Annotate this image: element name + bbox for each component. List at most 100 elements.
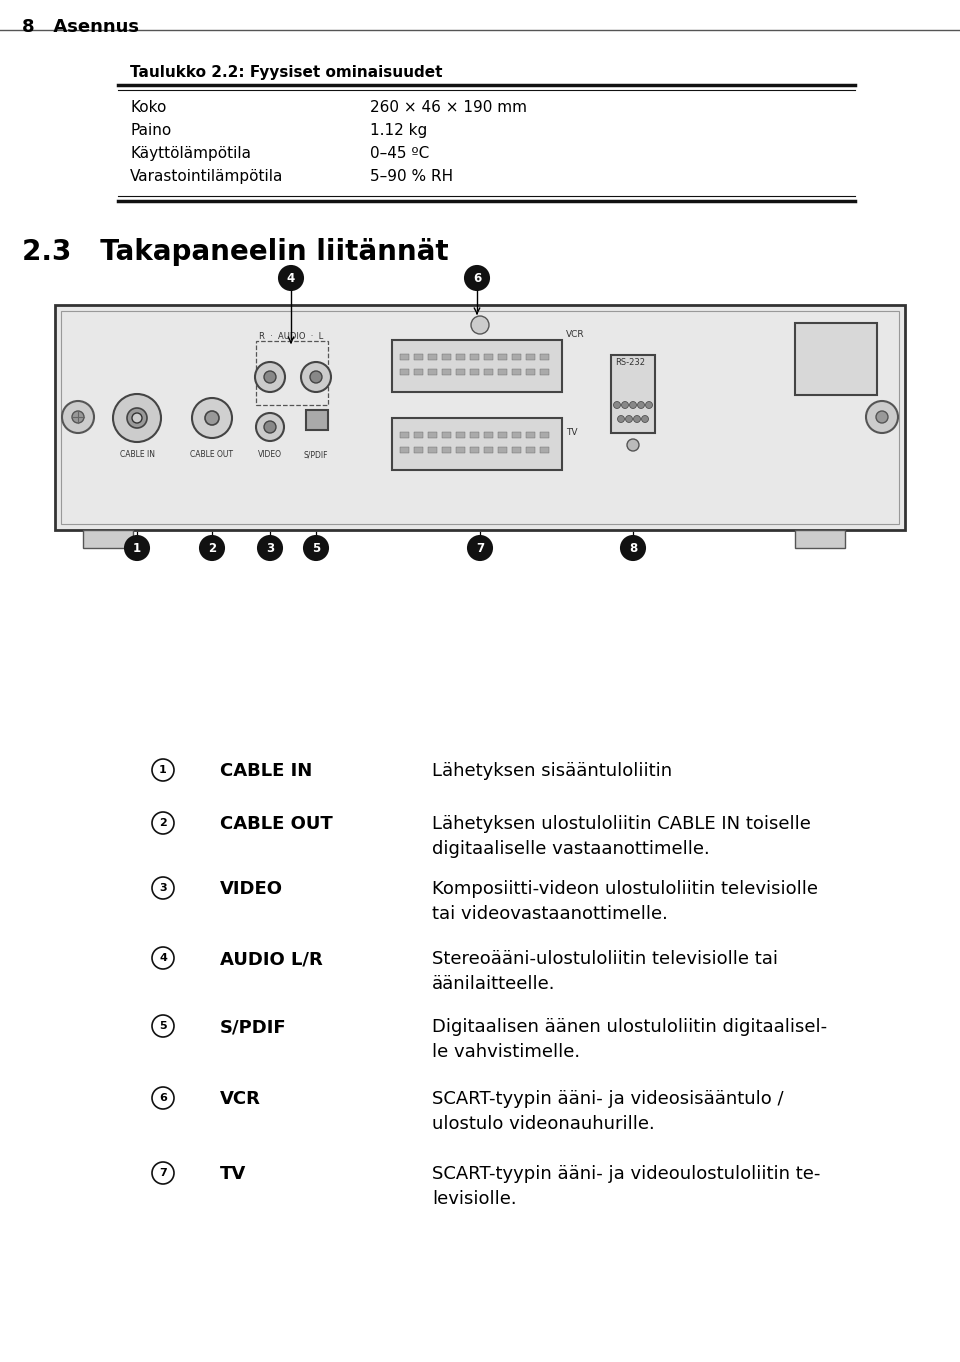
Text: 5–90 % RH: 5–90 % RH: [370, 169, 453, 184]
Circle shape: [152, 877, 174, 899]
Circle shape: [127, 409, 147, 428]
Circle shape: [113, 394, 161, 443]
Text: 260 × 46 × 190 mm: 260 × 46 × 190 mm: [370, 99, 527, 114]
Text: 3: 3: [266, 542, 274, 554]
Bar: [428, 432, 437, 439]
Circle shape: [152, 759, 174, 780]
Text: 7: 7: [476, 542, 484, 554]
Text: Käyttölämpötila: Käyttölämpötila: [130, 146, 251, 161]
Bar: [540, 369, 549, 375]
Text: 2: 2: [159, 819, 167, 828]
Text: TV: TV: [220, 1165, 247, 1184]
Circle shape: [125, 537, 149, 560]
Text: Paino: Paino: [130, 123, 171, 138]
Circle shape: [192, 398, 232, 439]
Circle shape: [468, 537, 492, 560]
Circle shape: [264, 421, 276, 433]
Text: CABLE IN: CABLE IN: [220, 761, 312, 780]
Circle shape: [617, 415, 625, 422]
Bar: [484, 447, 493, 454]
Text: 8: 8: [629, 542, 637, 554]
Bar: [414, 432, 423, 439]
Text: Stereoääni-ulostuloliitin televisiolle tai
äänilaitteelle.: Stereoääni-ulostuloliitin televisiolle t…: [432, 951, 778, 993]
Text: 6: 6: [473, 271, 481, 285]
Bar: [442, 432, 451, 439]
Bar: [470, 432, 479, 439]
Circle shape: [310, 370, 322, 383]
Bar: [795, 323, 877, 395]
Bar: [392, 340, 562, 392]
Text: 3: 3: [159, 883, 167, 893]
Bar: [83, 530, 133, 548]
Text: Koko: Koko: [130, 99, 166, 114]
Circle shape: [626, 415, 633, 422]
Circle shape: [471, 316, 489, 334]
Circle shape: [200, 537, 224, 560]
Circle shape: [132, 413, 142, 424]
Circle shape: [62, 400, 94, 433]
Circle shape: [866, 400, 898, 433]
Text: Lähetyksen ulostuloliitin CABLE IN toiselle
digitaaliselle vastaanottimelle.: Lähetyksen ulostuloliitin CABLE IN toise…: [432, 814, 811, 858]
Bar: [526, 369, 535, 375]
Bar: [498, 369, 507, 375]
Bar: [428, 447, 437, 454]
Bar: [428, 369, 437, 375]
Circle shape: [301, 362, 331, 392]
Bar: [484, 354, 493, 360]
Text: CABLE OUT: CABLE OUT: [190, 449, 233, 459]
Text: 4: 4: [159, 953, 167, 963]
Text: VIDEO: VIDEO: [220, 880, 283, 898]
Bar: [470, 354, 479, 360]
Circle shape: [205, 411, 219, 425]
Circle shape: [256, 413, 284, 441]
Text: CABLE OUT: CABLE OUT: [220, 814, 333, 834]
Circle shape: [465, 266, 489, 290]
Bar: [498, 354, 507, 360]
Text: 7: 7: [159, 1169, 167, 1178]
Text: 1: 1: [132, 542, 141, 554]
Bar: [512, 432, 521, 439]
Text: SCART-tyypin ääni- ja videosisääntulo /
ulostulo videonauhurille.: SCART-tyypin ääni- ja videosisääntulo / …: [432, 1090, 783, 1133]
Text: Taulukko 2.2: Fyysiset ominaisuudet: Taulukko 2.2: Fyysiset ominaisuudet: [130, 65, 443, 80]
Bar: [400, 369, 409, 375]
Text: VCR: VCR: [220, 1090, 261, 1109]
Bar: [400, 354, 409, 360]
Bar: [400, 432, 409, 439]
Text: TV: TV: [566, 428, 578, 437]
Circle shape: [279, 266, 303, 290]
Bar: [484, 432, 493, 439]
Text: VIDEO: VIDEO: [258, 449, 282, 459]
Text: 4: 4: [287, 271, 295, 285]
Bar: [392, 418, 562, 470]
Circle shape: [264, 370, 276, 383]
Text: 0–45 ºC: 0–45 ºC: [370, 146, 429, 161]
Text: 8   Asennus: 8 Asennus: [22, 18, 139, 35]
Text: Varastointilämpötila: Varastointilämpötila: [130, 169, 283, 184]
Bar: [456, 354, 465, 360]
Bar: [414, 369, 423, 375]
Bar: [526, 447, 535, 454]
Circle shape: [630, 402, 636, 409]
Bar: [428, 354, 437, 360]
Text: 2.3   Takapaneelin liitännät: 2.3 Takapaneelin liitännät: [22, 238, 448, 266]
Circle shape: [152, 1087, 174, 1109]
Bar: [442, 354, 451, 360]
Circle shape: [152, 1162, 174, 1184]
Bar: [55, 305, 905, 530]
Circle shape: [627, 439, 639, 451]
Bar: [256, 340, 328, 405]
Bar: [442, 447, 451, 454]
Circle shape: [258, 537, 282, 560]
Text: 6: 6: [159, 1092, 167, 1103]
Bar: [540, 432, 549, 439]
Circle shape: [645, 402, 653, 409]
Bar: [512, 354, 521, 360]
Text: R  ·  AUDIO  ·  L: R · AUDIO · L: [259, 332, 324, 340]
Text: SCART-tyypin ääni- ja videoulostuloliitin te-
levisiolle.: SCART-tyypin ääni- ja videoulostuloliiti…: [432, 1165, 821, 1208]
Bar: [456, 447, 465, 454]
Bar: [470, 369, 479, 375]
Circle shape: [876, 411, 888, 424]
Circle shape: [641, 415, 649, 422]
Text: CABLE IN: CABLE IN: [119, 449, 155, 459]
Circle shape: [152, 1015, 174, 1036]
